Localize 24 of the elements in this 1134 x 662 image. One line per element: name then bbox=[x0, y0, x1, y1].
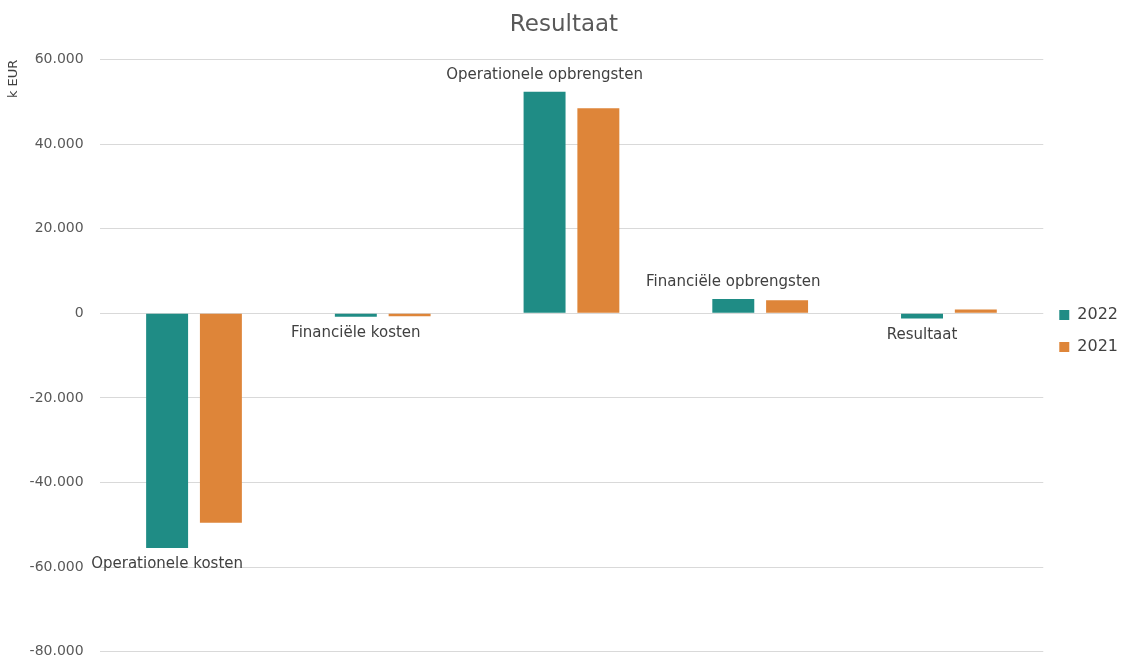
bar bbox=[199, 313, 242, 523]
y-tick-label: -60.000 bbox=[29, 557, 84, 574]
y-tick-label: 0 bbox=[74, 303, 84, 320]
bar bbox=[766, 300, 809, 313]
bar bbox=[577, 108, 620, 313]
y-tick-label: -40.000 bbox=[29, 473, 84, 490]
bar bbox=[334, 313, 377, 317]
legend-label: 2022 bbox=[1077, 304, 1118, 324]
chart-title: Resultaat bbox=[509, 9, 619, 36]
y-tick-label: -80.000 bbox=[29, 642, 84, 659]
bar bbox=[712, 298, 755, 313]
y-axis-title: k EUR bbox=[5, 59, 21, 99]
y-tick-label: 20.000 bbox=[34, 219, 84, 236]
y-tick-label: 40.000 bbox=[34, 134, 84, 151]
x-tick-label: Operationele kosten bbox=[91, 554, 244, 573]
y-tick-label: 60.000 bbox=[34, 50, 84, 67]
bar bbox=[954, 309, 997, 313]
legend-label: 2021 bbox=[1077, 336, 1118, 356]
x-tick-label: Operationele opbrengsten bbox=[446, 65, 643, 84]
bar bbox=[523, 91, 566, 313]
bar bbox=[146, 313, 189, 548]
y-tick-label: -20.000 bbox=[29, 388, 84, 405]
x-tick-label: Financiële kosten bbox=[291, 323, 421, 342]
x-tick-label: Financiële opbrengsten bbox=[646, 272, 821, 291]
